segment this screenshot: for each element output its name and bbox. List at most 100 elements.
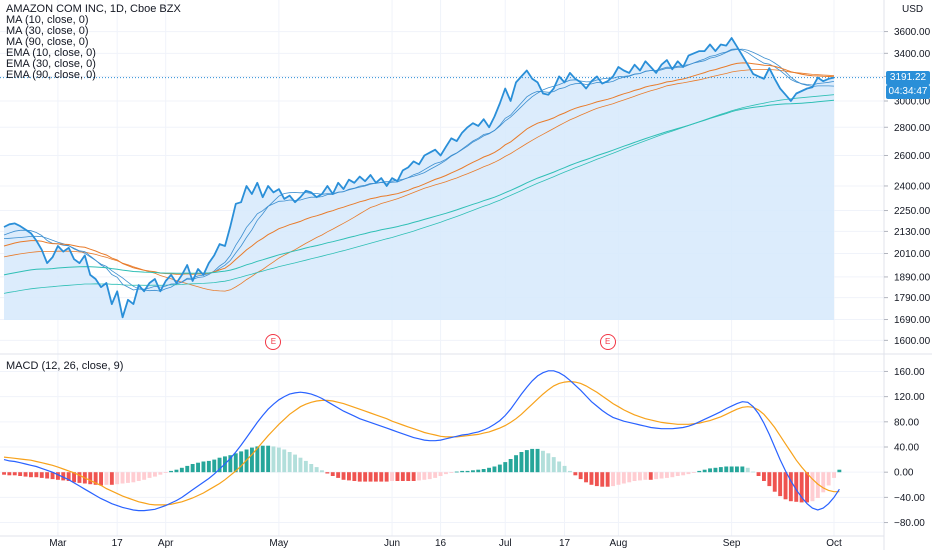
macd-histogram-bar — [196, 462, 200, 473]
macd-histogram-bar — [99, 472, 103, 486]
main-legend: AMAZON COM INC, 1D, Cboe BZX MA (10, clo… — [6, 4, 181, 81]
macd-histogram-bar — [589, 472, 594, 485]
macd-histogram-bar — [557, 461, 562, 473]
macd-histogram-bar — [12, 472, 17, 476]
study-ma-10[interactable]: MA (10, close, 0) — [6, 14, 89, 26]
macd-histogram-bar — [788, 472, 793, 502]
macd-tick-label: −40.00 — [894, 493, 925, 504]
macd-histogram-bar — [427, 472, 432, 480]
macd-histogram-bar — [643, 472, 648, 480]
macd-histogram-bar — [778, 472, 783, 497]
macd-histogram-bar — [433, 472, 438, 478]
macd-histogram-bar — [330, 472, 335, 476]
macd-histogram-bar — [131, 472, 136, 483]
ema-90-line — [3, 99, 835, 276]
price-plot[interactable] — [0, 37, 884, 320]
macd-histogram-bar — [519, 452, 524, 473]
macd-histogram-bar — [303, 460, 308, 473]
macd-histogram-bar — [530, 448, 535, 473]
macd-histogram-bar — [562, 465, 567, 473]
macd-histogram-bar — [422, 472, 427, 480]
macd-histogram-bar — [670, 472, 675, 478]
macd-histogram-bar — [654, 472, 659, 480]
macd-histogram-bar — [341, 472, 346, 480]
macd-histogram-bar — [34, 472, 39, 478]
study-ema-10[interactable]: EMA (10, close, 0) — [6, 47, 96, 59]
macd-histogram-bar — [713, 467, 718, 473]
macd-histogram-bar — [772, 472, 777, 492]
macd-histogram-bar — [314, 467, 319, 473]
signal-line — [3, 380, 840, 506]
macd-histogram-bar — [821, 472, 826, 493]
price-tick-label: 2600.00 — [894, 151, 931, 162]
macd-histogram-bar — [7, 472, 12, 476]
macd-histogram-bar — [120, 472, 125, 484]
macd-histogram-bar — [153, 472, 157, 477]
macd-grid — [0, 370, 884, 524]
macd-histogram-bar — [535, 448, 540, 473]
macd-histogram-bar — [179, 467, 184, 473]
macd-histogram-bar — [605, 472, 610, 487]
macd-histogram-bar — [735, 466, 739, 473]
macd-histogram-bar — [449, 472, 454, 473]
price-area — [4, 38, 834, 320]
macd-histogram-bar — [756, 472, 761, 476]
time-tick-label: Mar — [49, 538, 67, 549]
study-ma-30[interactable]: MA (30, close, 0) — [6, 25, 89, 37]
time-tick-label: Aug — [610, 538, 628, 549]
bar-countdown-tag: 04:34:47 — [886, 84, 930, 99]
macd-histogram-bar — [163, 472, 168, 473]
macd-histogram-bar — [29, 472, 33, 478]
price-tick-label: 3400.00 — [894, 49, 931, 60]
macd-histogram-bar — [293, 454, 297, 473]
macd-histogram-bar — [794, 472, 799, 502]
macd-histogram-bar — [363, 472, 368, 482]
macd-histogram-bar — [347, 472, 351, 481]
macd-histogram-bar — [309, 464, 314, 473]
time-tick-label: Sep — [723, 538, 741, 549]
study-ema-30[interactable]: EMA (30, close, 0) — [6, 58, 96, 70]
macd-histogram-bar — [39, 472, 44, 478]
macd-histogram-bar — [740, 466, 745, 473]
macd-histogram-bar — [514, 455, 518, 473]
macd-histogram-bar — [320, 470, 324, 473]
macd-histogram-bar — [454, 471, 459, 473]
macd-histogram-bar — [228, 455, 233, 473]
macd-histogram-bar — [142, 472, 147, 480]
study-ma-90[interactable]: MA (90, close, 0) — [6, 36, 89, 48]
macd-histogram-bar — [400, 472, 405, 481]
macd-histogram-bar — [460, 470, 465, 473]
earnings-marker[interactable]: E — [599, 334, 616, 350]
macd-histogram-bar — [702, 469, 707, 473]
macd-histogram-bar — [45, 472, 50, 479]
macd-histogram-bar — [373, 472, 378, 482]
macd-histogram-bar — [2, 472, 6, 475]
macd-plot[interactable] — [2, 370, 842, 512]
macd-histogram-bar — [104, 472, 109, 485]
macd-histogram-bar — [352, 472, 357, 481]
study-ema-90[interactable]: EMA (90, close, 0) — [6, 69, 96, 81]
ema-30-line — [3, 62, 835, 275]
macd-histogram-bar — [444, 472, 448, 475]
macd-histogram-bar — [233, 453, 238, 473]
macd-histogram-bar — [708, 468, 712, 473]
time-tick-label: 17 — [559, 538, 571, 549]
earnings-marker[interactable]: E — [265, 334, 282, 350]
macd-tick-label: 160.00 — [894, 367, 925, 378]
symbol-title[interactable]: AMAZON COM INC, 1D, Cboe BZX — [6, 3, 181, 15]
currency-label[interactable]: USD — [902, 4, 924, 15]
macd-histogram-bar — [438, 472, 443, 476]
macd-histogram-bar — [594, 472, 599, 487]
macd-histogram-bar — [115, 472, 120, 485]
macd-histogram-bar — [465, 470, 470, 473]
macd-legend[interactable]: MACD (12, 26, close, 9) — [6, 360, 124, 372]
macd-tick-label: 80.00 — [894, 417, 919, 428]
macd-histogram-bar — [126, 472, 130, 483]
macd-histogram-bar — [476, 469, 481, 473]
macd-histogram-bar — [77, 472, 82, 483]
macd-histogram-bar — [611, 472, 615, 487]
macd-histogram-bar — [697, 470, 702, 473]
macd-histogram-bar — [357, 472, 362, 482]
macd-histogram-bar — [174, 469, 179, 473]
